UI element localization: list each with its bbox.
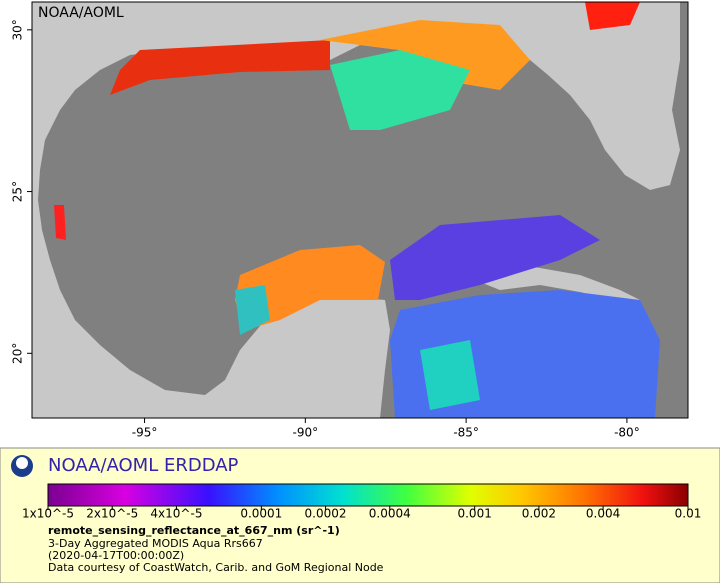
y-tick-label: 30° [11,19,25,40]
legend-title: NOAA/AOML ERDDAP [48,455,239,476]
x-tick-label: -95° [132,426,158,440]
variable-name: remote_sensing_reflectance_at_667_nm (sr… [48,524,340,537]
map-title: NOAA/AOML [38,5,124,21]
data-patch [320,20,530,90]
legend-panel [0,447,720,584]
y-tick-label: 25° [11,181,25,202]
data-patch [110,40,330,95]
info-line: Data courtesy of CoastWatch, Carib. and … [48,561,384,574]
axes: -95° -90° -85° -80° 20° 25° 30° [11,19,640,439]
colorbar-tick-label: 0.0002 [305,507,347,521]
map-frame [31,1,689,419]
colorbar-tick-label: 0.0004 [369,507,411,521]
colorbar-tick-label: 0.01 [675,507,702,521]
colorbar-ticks: 1x10^-5 2x10^-5 4x10^-5 0.0001 0.0002 0.0004 0… [22,506,701,521]
map-image [32,2,688,418]
data-patch [235,285,270,335]
y-tick-label: 20° [11,343,25,364]
colorbar-tick-label: 1x10^-5 [22,507,74,521]
x-tick-label: -80° [614,426,640,440]
noaa-logo [16,457,28,469]
data-patch [330,50,470,130]
colorbar-tick-label: 0.002 [522,507,556,521]
info-line: 3-Day Aggregated MODIS Aqua Rrs667 [48,537,263,550]
data-patch [585,2,640,30]
data-patch [420,340,480,410]
colorbar-tick-label: 0.001 [457,507,491,521]
land [32,2,680,418]
info-line: (2020-04-17T00:00:00Z) [48,549,184,562]
x-tick-label: -85° [453,426,479,440]
colorbar-tick-label: 0.004 [586,507,620,521]
data-patch [54,205,66,240]
data-patch [390,215,600,300]
colorbar [47,483,689,507]
colorbar-tick-label: 4x10^-5 [150,507,202,521]
colorbar-tick-label: 0.0001 [240,507,282,521]
colorbar-tick-label: 2x10^-5 [86,507,138,521]
data-patch [235,245,385,330]
x-tick-label: -90° [293,426,319,440]
